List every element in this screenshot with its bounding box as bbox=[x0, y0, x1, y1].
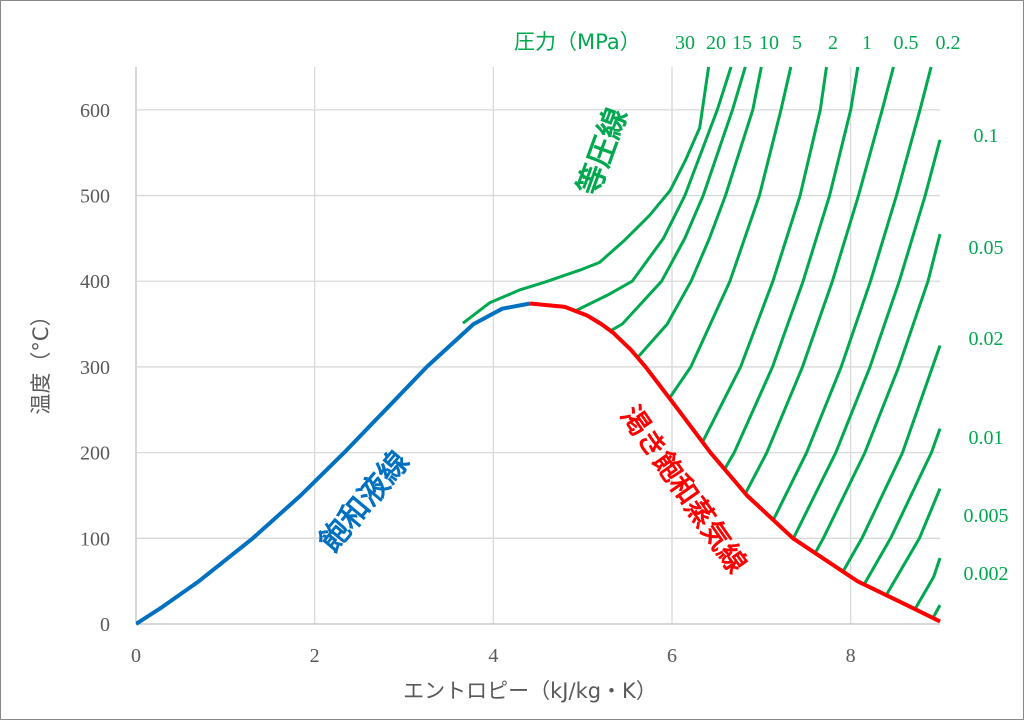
pressure-label-top: 15 bbox=[732, 32, 752, 54]
saturated-vapor-annotation: 渇き飽和蒸気線 bbox=[614, 400, 753, 579]
pressure-label-top: 30 bbox=[675, 32, 695, 54]
isobar-line-1 bbox=[722, 66, 860, 471]
isobar-annotation: 等圧線 bbox=[571, 103, 635, 200]
isobar-line-2 bbox=[701, 66, 828, 443]
pressure-label-right: 0.02 bbox=[969, 328, 1004, 350]
isobar-line-0.002 bbox=[914, 557, 942, 610]
series-layer bbox=[136, 66, 942, 626]
tick-labels: 0 2 4 6 8 0 100 200 300 400 500 600 bbox=[80, 100, 856, 667]
pressure-label-top: 1 bbox=[862, 32, 872, 54]
pressure-labels: 30 20 15 10 5 2 1 0.5 0.2 0.1 0.05 0.02 0.01 0.005 0.0… bbox=[675, 32, 1009, 585]
x-tick-label: 6 bbox=[667, 645, 677, 667]
grid bbox=[135, 67, 940, 625]
isobar-line-0.001 bbox=[931, 604, 942, 619]
saturated-vapor-line bbox=[529, 301, 941, 624]
pressure-label-top: 20 bbox=[706, 32, 726, 54]
isobar-line-0.02 bbox=[841, 345, 942, 574]
x-tick-label: 8 bbox=[846, 645, 856, 667]
saturated-liquid-line bbox=[136, 301, 531, 626]
pressure-label-top: 10 bbox=[759, 32, 779, 54]
x-tick-label: 0 bbox=[131, 645, 141, 667]
pressure-label-top: 5 bbox=[792, 32, 802, 54]
pressure-label-right: 0.05 bbox=[969, 237, 1004, 259]
isobar-line-0.5 bbox=[743, 66, 895, 495]
x-tick-label: 2 bbox=[310, 645, 320, 667]
y-tick-label: 0 bbox=[100, 614, 110, 636]
isobar-line-20 bbox=[575, 66, 733, 312]
y-tick-label: 300 bbox=[80, 357, 110, 379]
isobar-line-0.2 bbox=[771, 66, 933, 522]
isobar-line-10 bbox=[636, 66, 763, 359]
pressure-label-right: 0.002 bbox=[964, 563, 1009, 585]
pressure-label-top: 0.2 bbox=[936, 32, 961, 54]
isobar-line-0.1 bbox=[792, 139, 942, 539]
isobar-line-0.01 bbox=[862, 428, 942, 586]
isobar-line-0.05 bbox=[812, 233, 942, 556]
pressure-label-top: 2 bbox=[828, 32, 838, 54]
isobar-line-0.005 bbox=[884, 488, 942, 597]
isobar-line-15 bbox=[609, 66, 747, 333]
y-tick-label: 400 bbox=[80, 271, 110, 293]
y-tick-label: 200 bbox=[80, 443, 110, 465]
x-tick-label: 4 bbox=[488, 645, 498, 667]
pressure-label-top: 0.5 bbox=[894, 32, 919, 54]
isobar-line-30 bbox=[462, 66, 711, 325]
y-tick-label: 600 bbox=[80, 100, 110, 122]
x-axis-label: エントロピー（kJ/kg・K） bbox=[403, 679, 657, 703]
pressure-label-right: 0.005 bbox=[964, 505, 1009, 527]
y-tick-label: 500 bbox=[80, 186, 110, 208]
saturated-liquid-annotation: 飽和液線 bbox=[313, 445, 417, 559]
pressure-label-right: 0.1 bbox=[974, 125, 999, 147]
y-tick-label: 100 bbox=[80, 528, 110, 550]
isobar-line-5 bbox=[668, 66, 793, 399]
pressure-label-right: 0.01 bbox=[969, 427, 1004, 449]
pressure-title: 圧力（MPa） bbox=[514, 30, 641, 54]
y-axis-label: 温度（°C） bbox=[29, 305, 53, 414]
